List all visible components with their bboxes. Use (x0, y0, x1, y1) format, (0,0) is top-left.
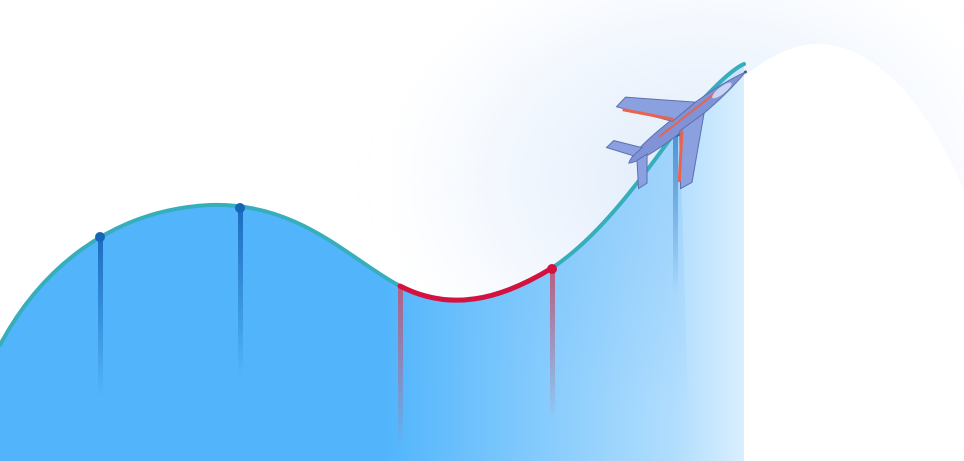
marker-point-3 (547, 264, 557, 274)
drop-line-4 (550, 269, 555, 419)
area-fill (0, 64, 744, 461)
highlighted-segment (397, 265, 555, 303)
fighter-jet-icon (605, 70, 747, 190)
right-hill-shape (680, 43, 964, 461)
marker-point-1 (95, 232, 105, 242)
marker-point-2 (235, 203, 245, 213)
drop-line-2 (238, 208, 243, 378)
drop-line-1 (98, 237, 103, 397)
drop-line-3 (398, 286, 403, 446)
drop-lines (98, 133, 678, 446)
drop-line-5 (673, 133, 678, 293)
